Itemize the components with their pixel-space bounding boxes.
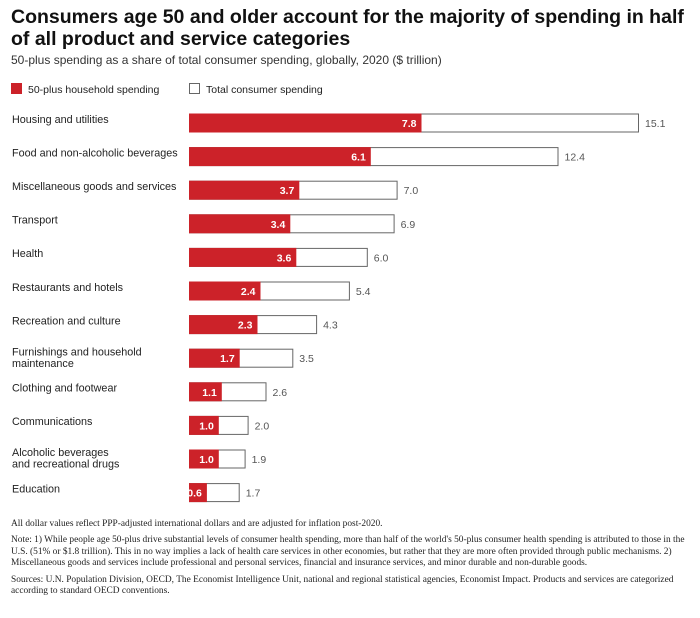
fifty-plus-spending-bar [189, 382, 222, 402]
fifty-plus-value-label: 1.7 [220, 353, 235, 365]
total-value-label: 2.0 [255, 420, 270, 432]
fifty-plus-value-label: 1.0 [199, 420, 214, 432]
fifty-plus-spending-bar [189, 483, 207, 503]
category-label: Clothing and footwear [12, 383, 117, 395]
fifty-plus-spending-bar [189, 180, 300, 200]
legend-item-fifty-plus: 50-plus household spending [11, 80, 159, 98]
fifty-plus-spending-bar [189, 113, 422, 133]
fifty-plus-spending-bar [189, 415, 219, 435]
category-label: Alcoholic beverages and recreational drug… [12, 447, 120, 471]
chart-notes: All dollar values reflect PPP-adjusted i… [11, 519, 691, 602]
fifty-plus-value-label: 2.4 [241, 286, 256, 298]
fifty-plus-value-label: 1.0 [199, 454, 214, 466]
fifty-plus-value-label: 3.4 [271, 219, 286, 231]
fifty-plus-spending-bar [189, 449, 219, 469]
fifty-plus-value-label: 3.7 [280, 185, 295, 197]
fifty-plus-value-label: 0.6 [187, 488, 202, 500]
category-label: Furnishings and household maintenance [12, 346, 142, 370]
fifty-plus-spending-bar [189, 315, 258, 335]
category-label: Miscellaneous goods and services [12, 181, 177, 193]
legend-label-total: Total consumer spending [206, 84, 323, 96]
legend-swatch-total [189, 83, 200, 94]
fifty-plus-value-label: 6.1 [351, 152, 366, 164]
total-value-label: 6.9 [401, 219, 416, 231]
fifty-plus-spending-bar [189, 247, 297, 267]
sources-note: Sources: U.N. Population Division, OECD,… [11, 574, 674, 597]
category-label: Food and non-alcoholic beverages [12, 147, 178, 159]
legend-label-fifty-plus: 50-plus household spending [28, 84, 160, 96]
total-value-label: 6.0 [374, 252, 389, 264]
total-value-label: 1.7 [246, 488, 261, 500]
total-value-label: 12.4 [565, 152, 586, 164]
category-label: Restaurants and hotels [12, 282, 124, 294]
total-value-label: 2.6 [273, 387, 288, 399]
fifty-plus-spending-bar [189, 147, 371, 167]
category-label: Housing and utilities [12, 114, 109, 126]
legend-swatch-fifty-plus [11, 83, 22, 94]
fifty-plus-spending-bar [189, 281, 261, 301]
chart-title: Consumers age 50 and older account for t… [11, 6, 684, 50]
fifty-plus-spending-bar [189, 214, 291, 234]
fifty-plus-value-label: 1.1 [202, 387, 217, 399]
category-label: Education [12, 483, 60, 495]
total-value-label: 5.4 [356, 286, 371, 298]
fifty-plus-value-label: 7.8 [402, 118, 417, 130]
ppp-note: All dollar values reflect PPP-adjusted i… [11, 519, 383, 529]
fifty-plus-spending-bar [189, 348, 240, 368]
total-value-label: 7.0 [404, 185, 419, 197]
chart-subtitle: 50-plus spending as a share of total con… [11, 53, 442, 67]
fifty-plus-value-label: 3.6 [277, 252, 292, 264]
legend-item-total: Total consumer spending [189, 80, 323, 98]
total-value-label: 1.9 [252, 454, 267, 466]
total-value-label: 15.1 [645, 118, 666, 130]
fifty-plus-value-label: 2.3 [238, 320, 253, 332]
total-value-label: 4.3 [323, 320, 338, 332]
category-label: Recreation and culture [12, 315, 121, 327]
footnote: Note: 1) While people age 50-plus drive … [11, 535, 685, 569]
category-label: Health [12, 248, 43, 260]
total-value-label: 3.5 [299, 353, 314, 365]
bar-chart: Housing and utilities 7.8 15.1 Food and non… [12, 113, 666, 503]
category-label: Communications [12, 416, 93, 428]
category-label: Transport [12, 215, 58, 227]
